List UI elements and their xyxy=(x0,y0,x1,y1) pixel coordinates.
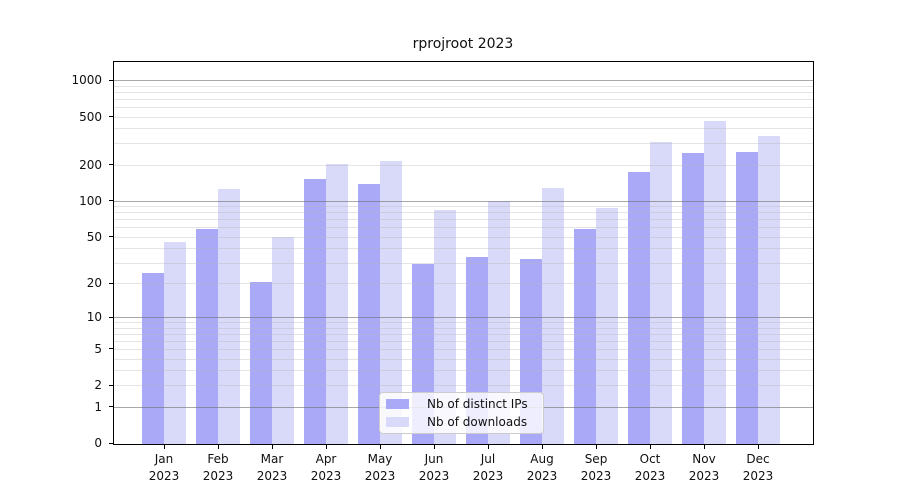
y-tick-1000 xyxy=(109,79,113,81)
x-tick-apr xyxy=(326,445,327,449)
x-tick-year-may: 2023 xyxy=(364,469,396,483)
y-tick-label-2: 2 xyxy=(94,378,102,393)
x-tick-nov xyxy=(704,445,705,449)
y-tick-2 xyxy=(109,384,113,386)
bar-distinct-ips-oct xyxy=(628,171,650,444)
y-tick-200 xyxy=(109,164,113,166)
bar-downloads-mar xyxy=(272,236,294,444)
legend-item-downloads: Nb of downloads xyxy=(386,415,543,429)
bar-downloads-sep xyxy=(596,208,618,444)
bar-distinct-ips-nov xyxy=(682,153,704,444)
bar-distinct-ips-sep xyxy=(574,229,596,444)
y-tick-0 xyxy=(109,442,113,444)
x-tick-label-apr: Apr 2023 xyxy=(294,451,358,485)
x-tick-label-aug: Aug 2023 xyxy=(510,451,574,485)
x-tick-aug xyxy=(542,445,543,449)
bars-layer xyxy=(114,62,813,444)
bar-downloads-oct xyxy=(650,142,672,444)
x-tick-year-jan: 2023 xyxy=(148,469,180,483)
bar-downloads-may xyxy=(380,160,402,444)
legend: Nb of distinct IPs Nb of downloads xyxy=(379,392,544,434)
bar-downloads-apr xyxy=(326,163,348,444)
x-tick-label-feb: Feb 2023 xyxy=(186,451,250,485)
x-tick-year-apr: 2023 xyxy=(310,469,342,483)
bar-downloads-jun xyxy=(434,209,456,444)
y-tick-label-100: 100 xyxy=(79,193,102,208)
y-tick-1 xyxy=(109,406,113,408)
y-tick-label-0: 0 xyxy=(94,436,102,450)
x-tick-jul xyxy=(488,445,489,449)
y-tick-20 xyxy=(109,282,113,284)
x-tick-label-mar: Mar 2023 xyxy=(240,451,304,485)
bar-downloads-nov xyxy=(704,121,726,444)
y-tick-label-1000: 1000 xyxy=(71,73,102,88)
x-tick-dec xyxy=(758,445,759,449)
x-tick-jun xyxy=(434,445,435,449)
x-tick-year-sep: 2023 xyxy=(580,469,612,483)
bar-downloads-feb xyxy=(218,189,240,444)
x-tick-label-oct: Oct 2023 xyxy=(618,451,682,485)
plot-area: Nb of distinct IPs Nb of downloads xyxy=(113,61,814,445)
legend-label-distinct-ips: Nb of distinct IPs xyxy=(427,397,528,411)
x-tick-year-jul: 2023 xyxy=(472,469,504,483)
y-tick-label-20: 20 xyxy=(86,276,102,291)
y-tick-500 xyxy=(109,116,113,118)
y-tick-10 xyxy=(109,316,113,318)
x-tick-year-mar: 2023 xyxy=(256,469,288,483)
x-tick-label-sep: Sep 2023 xyxy=(564,451,628,485)
bar-distinct-ips-apr xyxy=(304,179,326,444)
bar-downloads-dec xyxy=(758,136,780,444)
bar-distinct-ips-feb xyxy=(196,229,218,444)
x-tick-label-may: May 2023 xyxy=(348,451,412,485)
x-tick-label-nov: Nov 2023 xyxy=(672,451,736,485)
x-tick-year-feb: 2023 xyxy=(202,469,234,483)
y-tick-100 xyxy=(109,200,113,202)
x-tick-feb xyxy=(218,445,219,449)
x-tick-year-jun: 2023 xyxy=(418,469,450,483)
y-tick-label-1: 1 xyxy=(94,399,102,414)
x-tick-year-dec: 2023 xyxy=(742,469,774,483)
legend-item-distinct-ips: Nb of distinct IPs xyxy=(386,397,543,411)
chart-title: rprojroot 2023 xyxy=(412,36,514,52)
y-tick-label-500: 500 xyxy=(79,109,102,124)
bar-downloads-jan xyxy=(164,241,186,444)
y-tick-label-200: 200 xyxy=(79,157,102,172)
y-tick-label-50: 50 xyxy=(86,229,102,244)
bar-distinct-ips-jan xyxy=(142,272,164,444)
x-tick-may xyxy=(380,445,381,449)
bar-distinct-ips-may xyxy=(358,184,380,444)
x-tick-label-jan: Jan 2023 xyxy=(132,451,196,485)
y-tick-label-5: 5 xyxy=(94,341,102,356)
bar-distinct-ips-dec xyxy=(736,152,758,444)
legend-swatch-downloads xyxy=(386,417,409,427)
y-tick-5 xyxy=(109,348,113,350)
x-tick-label-jun: Jun 2023 xyxy=(402,451,466,485)
x-tick-year-aug: 2023 xyxy=(526,469,558,483)
x-tick-year-nov: 2023 xyxy=(688,469,720,483)
x-tick-oct xyxy=(650,445,651,449)
y-tick-50 xyxy=(109,236,113,238)
legend-swatch-distinct-ips xyxy=(386,399,409,409)
x-tick-year-oct: 2023 xyxy=(634,469,666,483)
x-tick-jan xyxy=(164,445,165,449)
y-tick-label-10: 10 xyxy=(86,310,102,325)
legend-label-downloads: Nb of downloads xyxy=(427,415,528,429)
bar-downloads-aug xyxy=(542,187,564,444)
x-tick-sep xyxy=(596,445,597,449)
x-tick-label-dec: Dec 2023 xyxy=(726,451,790,485)
bar-downloads-jul xyxy=(488,200,510,444)
x-tick-label-jul: Jul 2023 xyxy=(456,451,520,485)
bar-distinct-ips-mar xyxy=(250,281,272,444)
x-tick-mar xyxy=(272,445,273,449)
